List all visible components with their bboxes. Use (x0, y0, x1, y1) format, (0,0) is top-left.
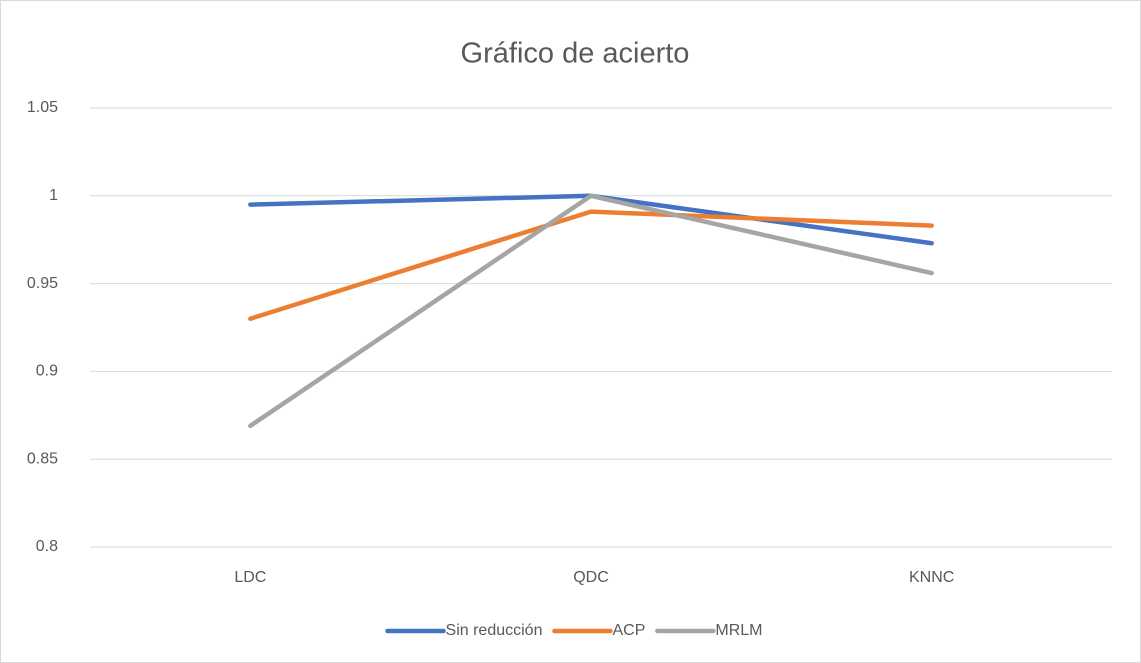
legend-label: Sin reducción (446, 622, 543, 639)
x-tick-label: LDC (234, 569, 266, 586)
y-tick-label: 0.85 (27, 450, 58, 467)
series-line (248, 209, 934, 321)
chart-title: Gráfico de acierto (461, 38, 690, 70)
y-tick-label: 0.8 (36, 538, 58, 555)
x-tick-label: QDC (573, 569, 609, 586)
series-line (248, 193, 934, 429)
y-tick-label: 0.95 (27, 275, 58, 292)
y-tick-label: 1 (49, 187, 58, 204)
y-tick-label: 1.05 (27, 99, 58, 116)
legend-label: MRLM (715, 622, 762, 639)
x-tick-label: KNNC (909, 569, 954, 586)
y-tick-label: 0.9 (36, 363, 58, 380)
legend-label: ACP (612, 622, 645, 639)
